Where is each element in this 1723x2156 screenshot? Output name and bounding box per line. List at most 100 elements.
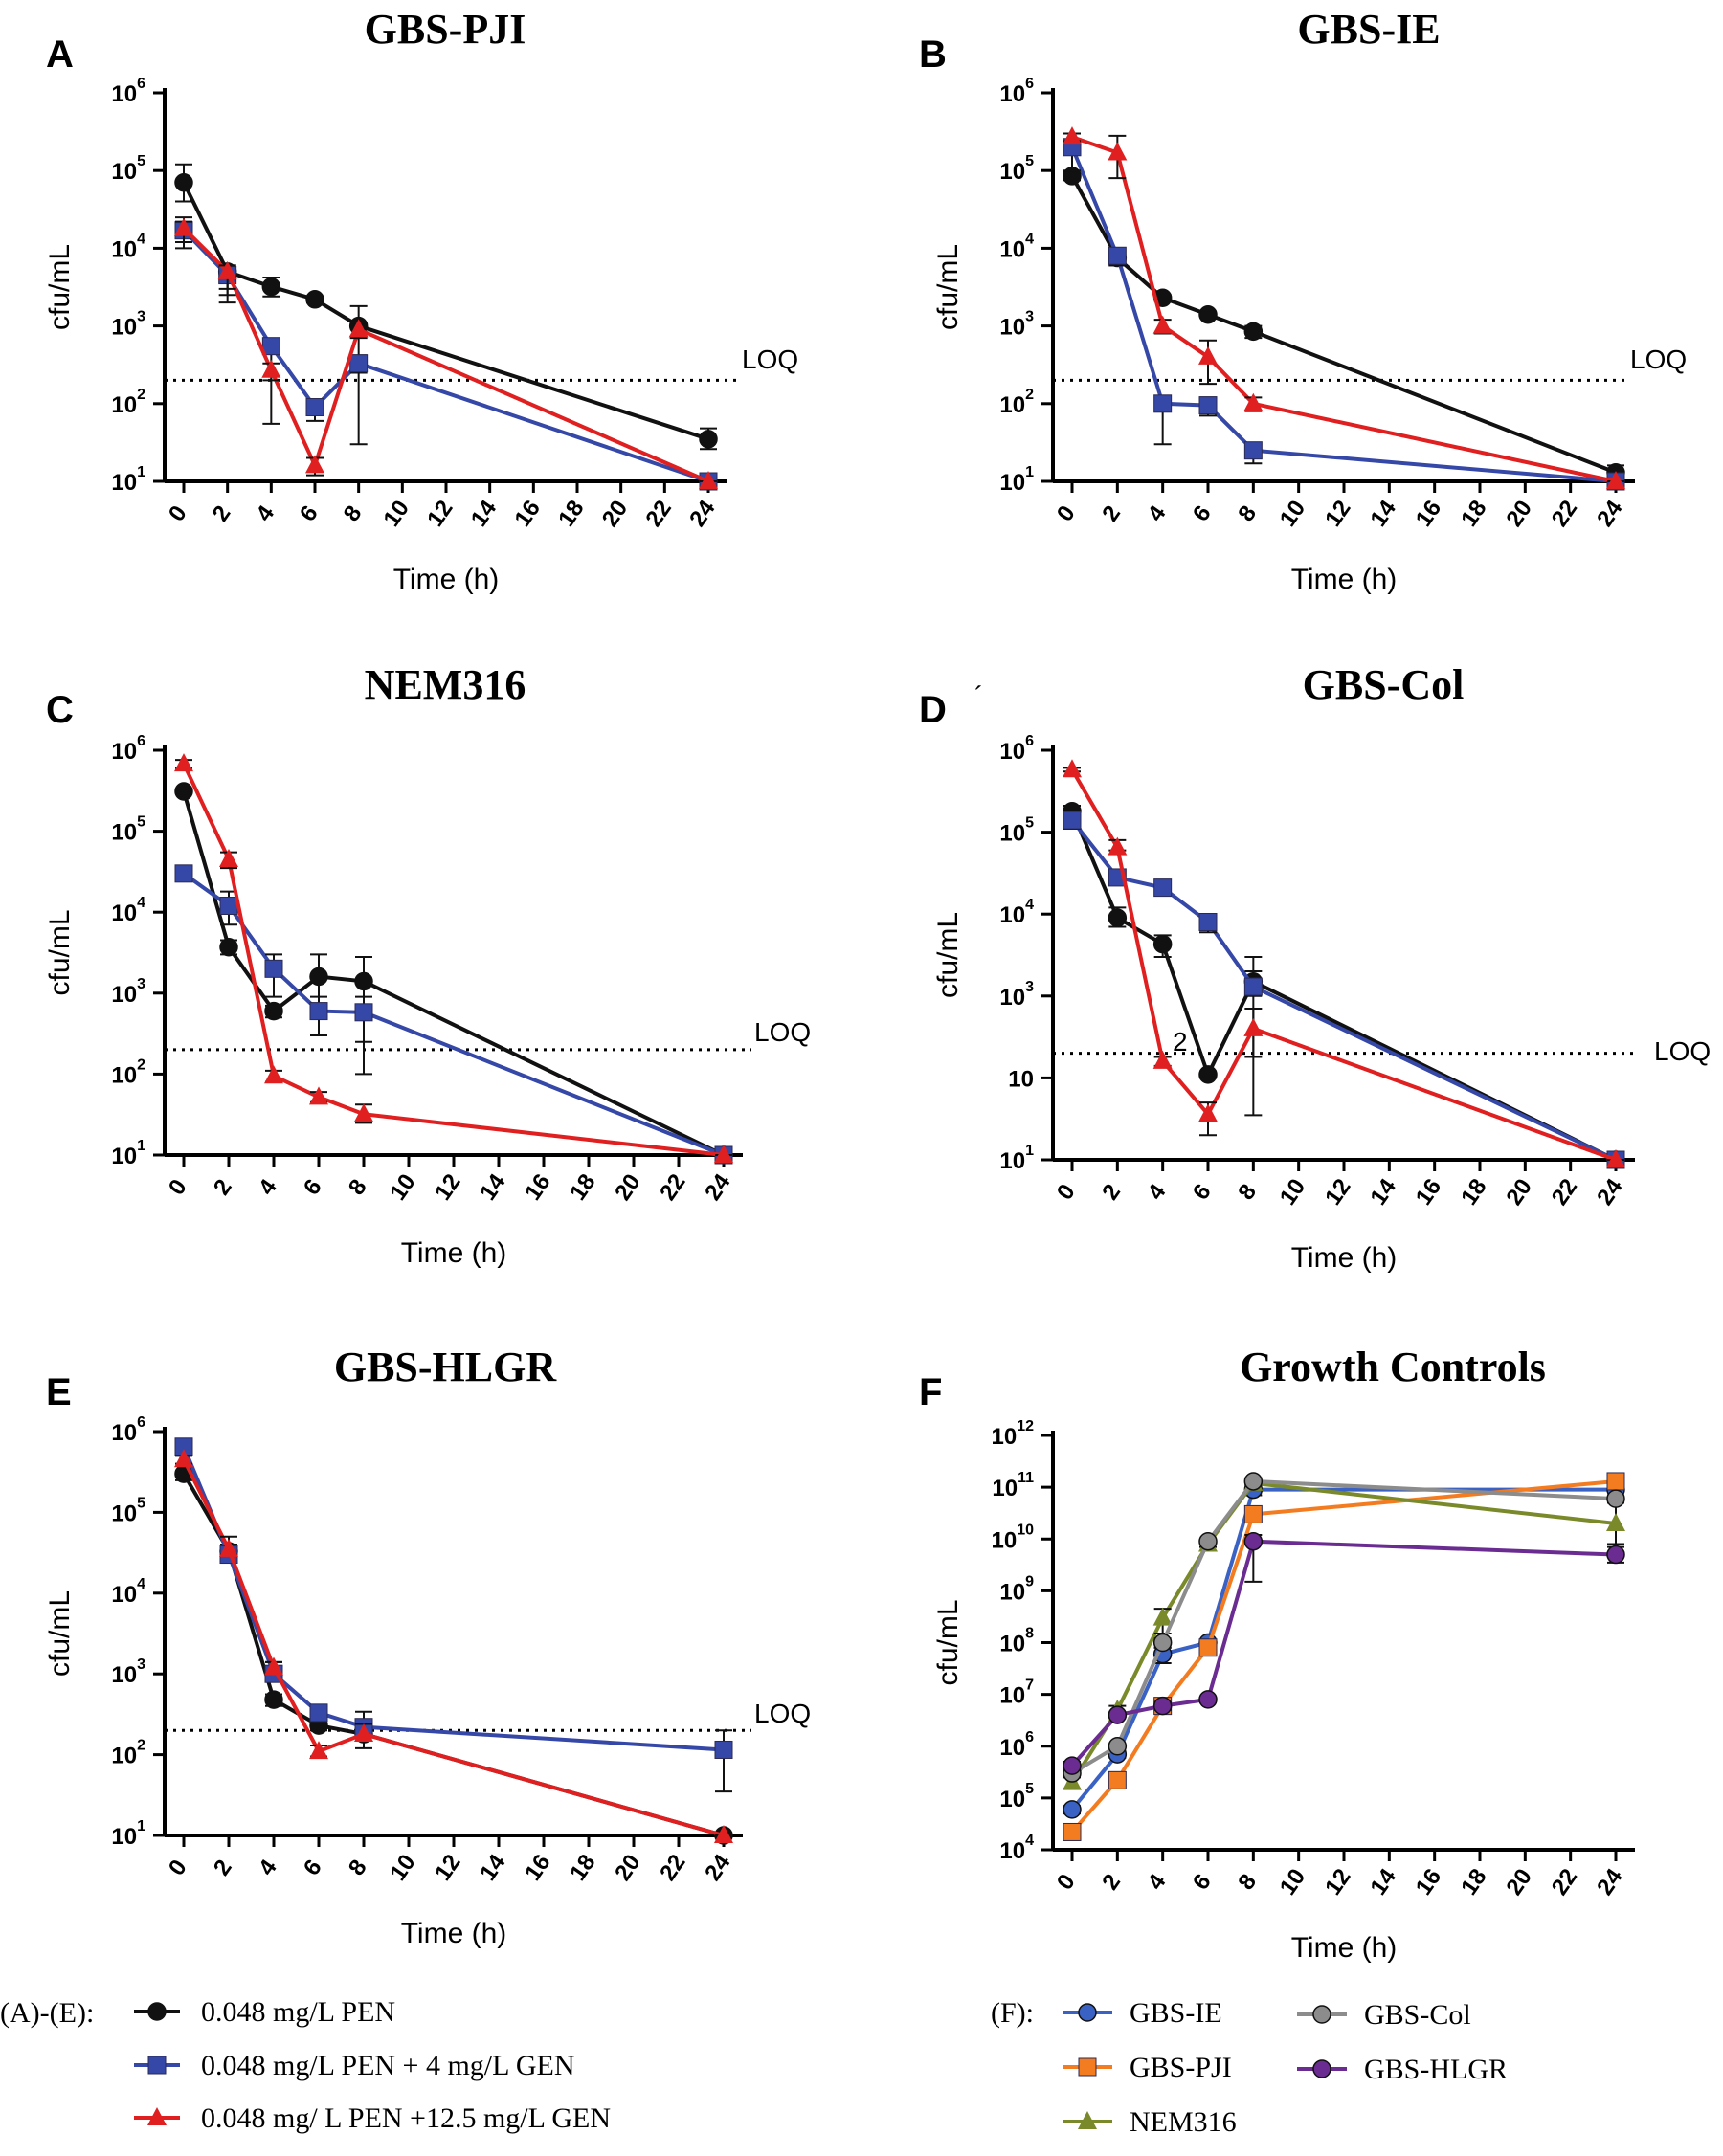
x-tick-label: 12 <box>1320 1864 1355 1900</box>
y-axis-title: cfu/mL <box>932 912 964 998</box>
legend-item: GBS-IE <box>1063 1997 1222 2029</box>
data-point <box>1152 315 1173 334</box>
x-ticks: 0 2 4 6 8 10 12 14 16 18 20 22 24 <box>1052 481 1628 531</box>
legend-label: GBS-PJI <box>1130 2052 1232 2083</box>
series-0-048-mg-l-pen-4-mg-l-gen <box>1063 132 1625 491</box>
legend-swatch-marker <box>1312 2059 1331 2078</box>
data-point <box>1063 126 1082 145</box>
data-point <box>1198 304 1218 324</box>
y-tick-exponent: 3 <box>137 309 145 325</box>
series-line <box>182 1446 725 1752</box>
x-tick-label: 16 <box>1411 1174 1446 1210</box>
series-0-048-mg-l-pen-4-mg-l-gen <box>174 864 733 1165</box>
x-tick-label: 0 <box>164 1174 192 1199</box>
data-point <box>309 1741 328 1760</box>
y-tick-label: 101 <box>999 1143 1034 1174</box>
y-tick-label: 106 <box>111 1414 145 1446</box>
y-tick-exponent: 2 <box>137 387 145 403</box>
data-point <box>1152 1050 1173 1069</box>
y-tick-exponent: 6 <box>137 1414 145 1431</box>
y-tick-exponent: 7 <box>1025 1678 1034 1694</box>
x-tick-label: 2 <box>208 500 236 525</box>
y-tick-exponent: 6 <box>1025 733 1034 749</box>
data-point <box>309 1086 328 1105</box>
y-tick-exponent: 5 <box>1025 1781 1034 1797</box>
legend-label: GBS-IE <box>1130 1997 1222 2029</box>
legend-item: 0.048 mg/L PEN <box>134 1996 395 2028</box>
legend-prefix: (A)-(E): <box>0 1997 94 2029</box>
y-tick-exponent: 5 <box>137 153 145 169</box>
y-tick-base: 10 <box>111 315 137 341</box>
data-point <box>1243 977 1263 996</box>
legend-item: GBS-Col <box>1297 1999 1471 2031</box>
data-point <box>305 290 324 309</box>
y-tick-label: 101 <box>111 464 145 496</box>
series-line <box>1070 174 1617 475</box>
y-tick-base: 10 <box>999 1838 1025 1864</box>
x-tick-label: 4 <box>1143 500 1172 526</box>
legend-label: NEM316 <box>1130 2106 1237 2138</box>
data-point <box>1152 1633 1173 1653</box>
x-tick-label: 24 <box>1592 495 1628 531</box>
legend-swatch-marker <box>1312 2005 1331 2024</box>
series-0-048-mg-l-pen-12-5-mg-l-gen <box>174 217 718 489</box>
x-ticks: 0 2 4 6 8 10 12 14 16 18 20 22 24 <box>164 1155 736 1205</box>
y-tick-label: 106 <box>999 733 1034 765</box>
y-axis-title: cfu/mL <box>932 244 964 330</box>
y-tick-label: 1012 <box>992 1418 1035 1450</box>
x-tick-label: 12 <box>1320 496 1355 531</box>
x-tick-label: 4 <box>254 1855 282 1880</box>
series-gbs-hlgr <box>1063 1531 1625 1775</box>
y-tick-label: 102 <box>999 387 1034 418</box>
x-tick-label: 24 <box>1592 1173 1628 1210</box>
y-tick-label: 1011 <box>992 1470 1034 1501</box>
data-point <box>261 277 281 297</box>
x-ticks: 0 2 4 6 8 10 12 14 16 18 20 22 24 <box>1052 1850 1628 1900</box>
y-axis-title: cfu/mL <box>44 1590 76 1677</box>
series-line <box>182 872 725 1157</box>
data-point <box>219 1538 238 1557</box>
y-tick-exponent: 5 <box>137 1495 145 1511</box>
x-tick-label: 22 <box>655 1169 690 1205</box>
y-tick-base: 10 <box>999 236 1025 262</box>
x-tick-label: 18 <box>1456 1864 1491 1900</box>
y-tick-label: 1010 <box>992 1522 1035 1553</box>
x-tick-label: 10 <box>1275 1864 1310 1900</box>
y-tick-base: 10 <box>111 470 137 496</box>
data-point <box>1063 1822 1082 1841</box>
data-point <box>1243 1504 1263 1523</box>
x-tick-label: 14 <box>475 1849 511 1885</box>
data-point <box>1198 912 1218 931</box>
x-tick-label: 4 <box>1143 1179 1172 1205</box>
y-tick-label: 106 <box>999 1729 1034 1761</box>
legend-swatch-marker <box>147 2107 167 2125</box>
x-tick-label: 24 <box>700 1849 736 1885</box>
data-point <box>348 319 369 338</box>
panel-title: GBS-PJI <box>365 6 526 53</box>
x-tick-label: 10 <box>385 1169 420 1205</box>
y-tick-label: 103 <box>999 309 1034 341</box>
panel-F: Growth ControlsF104105106107108109101010… <box>919 1344 1635 1964</box>
y-tick-exponent: 4 <box>1025 1833 1034 1849</box>
data-point <box>354 1723 373 1743</box>
x-tick-label: 24 <box>1592 1863 1628 1900</box>
y-tick-exponent: 5 <box>1025 815 1034 832</box>
legend-ae: (A)-(E): 0.048 mg/L PEN 0.048 mg/L PEN + 4… <box>0 1996 611 2134</box>
y-tick-base: 10 <box>999 1148 1025 1174</box>
x-axis-title: Time (h) <box>401 1918 507 1949</box>
y-tick-base: 10 <box>111 900 137 926</box>
x-tick-label: 12 <box>422 496 458 531</box>
data-point <box>349 354 369 373</box>
x-tick-label: 16 <box>509 496 545 531</box>
data-point <box>1243 392 1264 411</box>
data-point <box>174 1449 193 1468</box>
legend-item: GBS-PJI <box>1063 2052 1232 2083</box>
y-tick-exponent: 4 <box>1025 897 1034 913</box>
x-tick-label: 0 <box>164 1855 192 1879</box>
x-tick-label: 18 <box>553 496 589 531</box>
legend-prefix: (F): <box>991 1997 1034 2029</box>
data-point <box>1063 1800 1082 1819</box>
data-point <box>1606 1149 1625 1167</box>
